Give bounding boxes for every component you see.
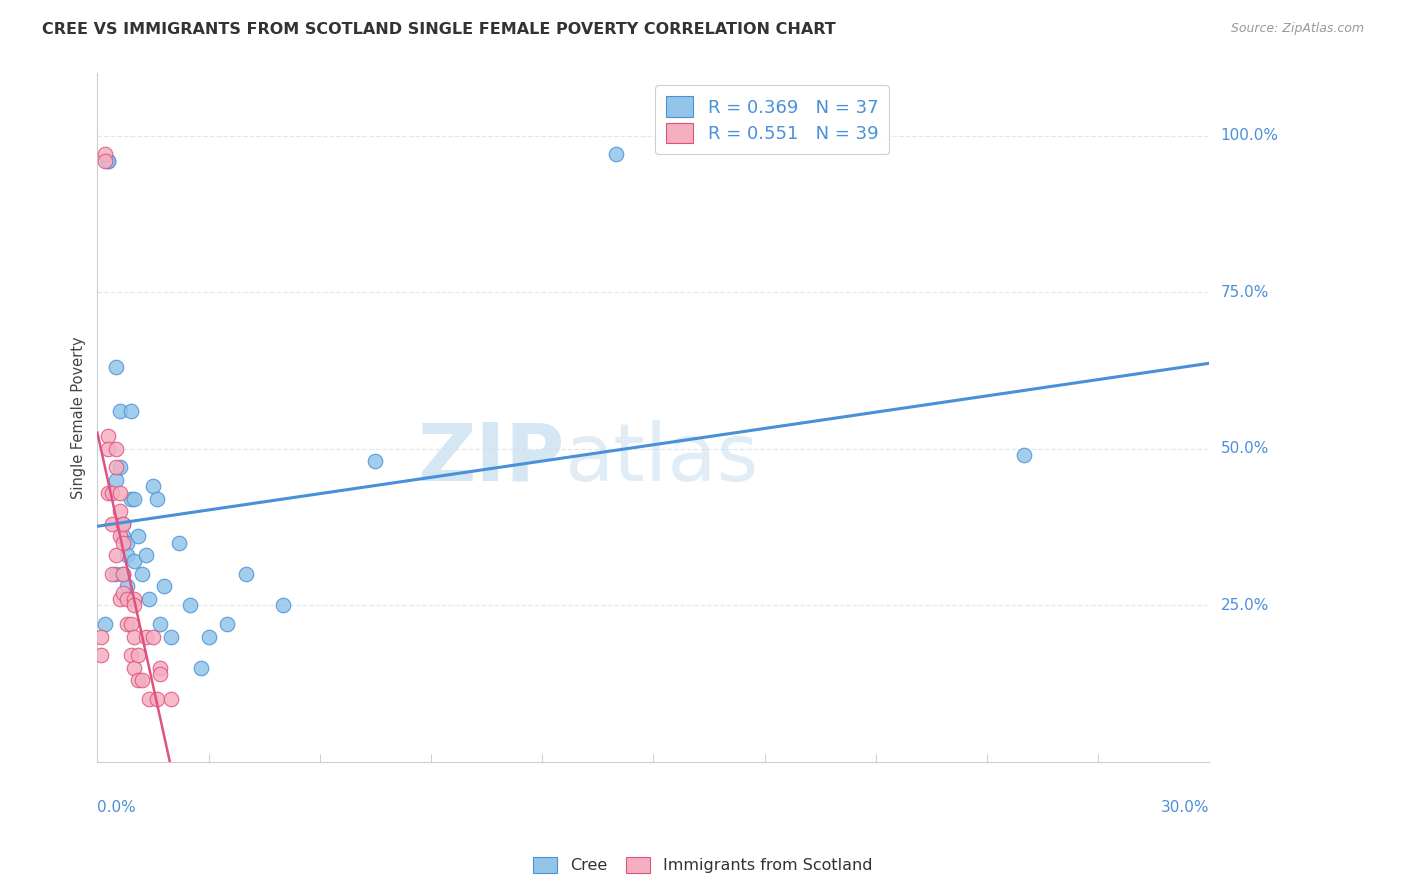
Point: [120, 491, 142, 506]
Legend: Cree, Immigrants from Scotland: Cree, Immigrants from Scotland: [527, 850, 879, 880]
Point: [112, 535, 135, 549]
Point: [108, 591, 131, 606]
Text: 100.0%: 100.0%: [1220, 128, 1278, 143]
Point: [138, 591, 160, 606]
Point: [138, 692, 160, 706]
Text: 75.0%: 75.0%: [1220, 285, 1268, 300]
Point: [94, 153, 117, 168]
Point: [145, 692, 167, 706]
Point: [124, 591, 146, 606]
Text: atlas: atlas: [564, 420, 759, 498]
Text: 25.0%: 25.0%: [1220, 598, 1268, 613]
Text: ZIP: ZIP: [418, 420, 564, 498]
Point: [160, 630, 183, 644]
Text: 50.0%: 50.0%: [1220, 442, 1268, 456]
Point: [94, 617, 117, 632]
Point: [120, 617, 142, 632]
Legend: R = 0.369   N = 37, R = 0.551   N = 39: R = 0.369 N = 37, R = 0.551 N = 39: [655, 86, 889, 154]
Point: [104, 460, 127, 475]
Point: [101, 516, 124, 531]
Point: [160, 692, 183, 706]
Point: [108, 404, 131, 418]
Point: [115, 535, 138, 549]
Point: [115, 591, 138, 606]
Point: [90, 630, 112, 644]
Point: [112, 516, 135, 531]
Point: [271, 599, 294, 613]
Point: [112, 529, 135, 543]
Point: [90, 648, 112, 663]
Point: [120, 404, 142, 418]
Text: 0.0%: 0.0%: [97, 799, 136, 814]
Point: [167, 535, 190, 549]
Point: [179, 599, 201, 613]
Point: [108, 460, 131, 475]
Point: [112, 585, 135, 599]
Point: [217, 617, 239, 632]
Point: [127, 648, 149, 663]
Point: [127, 529, 149, 543]
Point: [1012, 448, 1035, 462]
Point: [104, 360, 127, 375]
Text: CREE VS IMMIGRANTS FROM SCOTLAND SINGLE FEMALE POVERTY CORRELATION CHART: CREE VS IMMIGRANTS FROM SCOTLAND SINGLE …: [42, 22, 837, 37]
Point: [142, 630, 165, 644]
Point: [124, 491, 146, 506]
Point: [101, 485, 124, 500]
Text: 30.0%: 30.0%: [1161, 799, 1209, 814]
Point: [124, 661, 146, 675]
Point: [94, 147, 117, 161]
Point: [135, 630, 157, 644]
Point: [101, 566, 124, 581]
Point: [108, 504, 131, 518]
Point: [97, 485, 120, 500]
Point: [124, 630, 146, 644]
Point: [149, 661, 172, 675]
Point: [115, 617, 138, 632]
Point: [149, 617, 172, 632]
Point: [112, 566, 135, 581]
Point: [197, 630, 219, 644]
Point: [115, 579, 138, 593]
Point: [605, 147, 627, 161]
Point: [108, 529, 131, 543]
Point: [124, 599, 146, 613]
Point: [127, 673, 149, 688]
Point: [135, 548, 157, 562]
Text: Source: ZipAtlas.com: Source: ZipAtlas.com: [1230, 22, 1364, 36]
Point: [97, 153, 120, 168]
Point: [364, 454, 387, 468]
Point: [115, 548, 138, 562]
Point: [97, 153, 120, 168]
Point: [149, 667, 172, 681]
Point: [104, 473, 127, 487]
Point: [131, 566, 153, 581]
Point: [124, 554, 146, 568]
Point: [131, 673, 153, 688]
Point: [97, 429, 120, 443]
Point: [112, 516, 135, 531]
Point: [190, 661, 212, 675]
Point: [142, 479, 165, 493]
Point: [235, 566, 257, 581]
Y-axis label: Single Female Poverty: Single Female Poverty: [72, 336, 86, 499]
Point: [104, 566, 127, 581]
Point: [104, 442, 127, 456]
Point: [112, 566, 135, 581]
Point: [145, 491, 167, 506]
Point: [97, 442, 120, 456]
Point: [120, 648, 142, 663]
Point: [153, 579, 176, 593]
Point: [108, 485, 131, 500]
Point: [104, 548, 127, 562]
